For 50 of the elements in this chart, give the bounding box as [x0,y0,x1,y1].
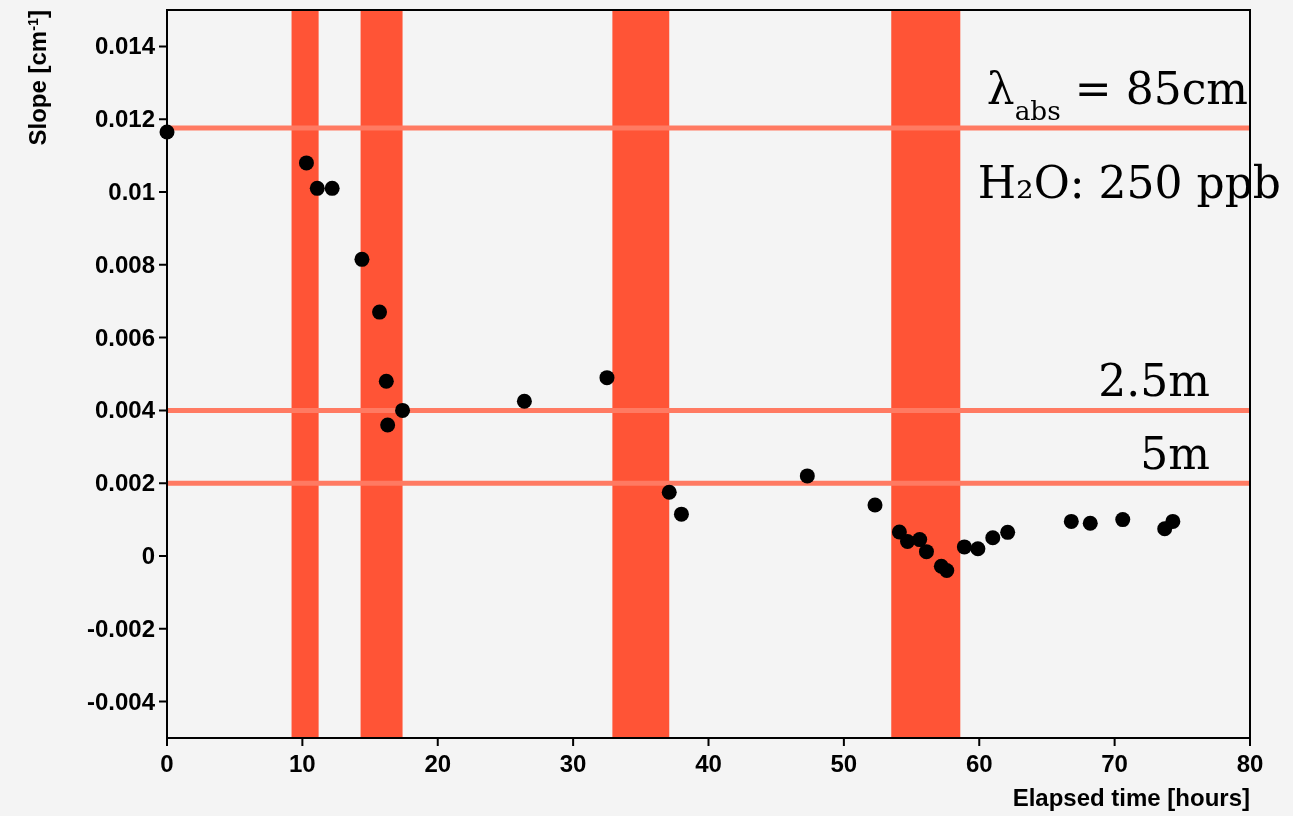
y-tick-label: 0.002 [94,469,155,497]
y-tick-label: 0 [141,542,155,569]
y-tick-label: 0.004 [94,396,156,424]
x-tick-label: 70 [1101,750,1128,777]
y-tick-label: 0.014 [94,32,156,60]
ref-line-label: 5m [1140,428,1210,480]
point [912,532,928,548]
point [378,373,394,389]
x-tick-label: 80 [1236,750,1264,777]
x-tick-label: 60 [965,750,993,777]
point [1082,515,1098,531]
point [309,180,325,196]
point [956,539,972,555]
x-tick-label: 30 [559,750,587,777]
point [900,533,915,549]
point [1000,524,1016,540]
point [939,563,955,579]
point [298,155,314,171]
x-axis-title: Elapsed time [hours] [1012,784,1250,811]
point [324,180,340,196]
x-tick-label: 20 [424,750,452,777]
y-tick-label: 0.006 [94,323,155,351]
point [1165,513,1181,529]
point [891,524,907,540]
point [918,544,934,560]
point [372,304,388,320]
point [867,497,883,513]
point [673,506,689,522]
point [395,402,411,418]
y-tick-label: 0.01 [108,178,155,205]
y-tick-label: 0.008 [94,250,155,278]
point [661,484,677,500]
y-tick-label: -0.004 [86,687,156,715]
point [1063,513,1079,529]
point [1115,512,1131,528]
point [380,417,396,433]
ref-line-label: 2.5m [1098,355,1210,407]
annotation: λ$_{abs}$ = 85cm [986,62,1248,126]
point [799,468,815,484]
point [970,541,986,557]
point [354,251,370,267]
point [985,530,1001,546]
y-tick-label: -0.002 [86,614,155,642]
x-tick-label: 10 [289,750,316,777]
y-tick-label: 0.012 [94,105,155,133]
x-tick-label: 40 [695,750,722,777]
point [516,393,532,409]
x-tick-label: 50 [830,750,858,777]
point [599,370,615,386]
x-tick-label: 0 [160,750,174,777]
